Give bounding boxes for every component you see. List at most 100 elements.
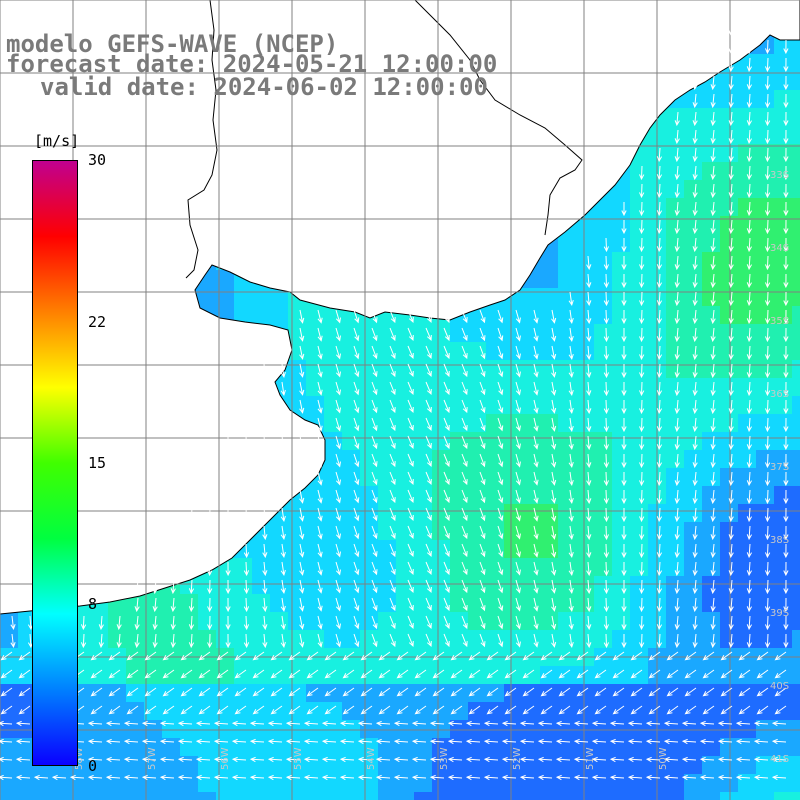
wind-arrow (692, 597, 698, 613)
wind-arrow (188, 525, 195, 541)
wind-arrow (540, 687, 553, 697)
wind-arrow (774, 651, 787, 661)
wind-cell (774, 144, 792, 162)
wind-arrow (335, 633, 342, 648)
wind-arrow (389, 525, 396, 540)
wind-arrow (177, 720, 193, 727)
wind-arrow (10, 615, 16, 631)
wind-cell (360, 792, 378, 800)
wind-cell (198, 738, 216, 756)
wind-cell (522, 702, 540, 720)
wind-arrow (144, 687, 157, 697)
wind-arrow (105, 720, 121, 727)
wind-arrow (280, 561, 286, 576)
wind-arrow (375, 756, 391, 763)
wind-arrow (479, 615, 486, 630)
wind-cell (396, 720, 414, 738)
wind-cell (540, 792, 558, 800)
wind-cell (684, 468, 702, 486)
wind-cell (270, 630, 288, 648)
wind-arrow (774, 687, 787, 697)
wind-cell (630, 324, 648, 342)
wind-cell (180, 756, 198, 774)
wind-arrow (317, 579, 323, 594)
wind-cell (666, 486, 684, 504)
wind-cell (270, 612, 288, 630)
wind-arrow (774, 669, 787, 679)
wind-arrow (666, 705, 679, 715)
wind-arrow (501, 720, 517, 727)
wind-cell (396, 504, 414, 522)
wind-arrow (378, 669, 391, 679)
wind-cell (792, 594, 800, 612)
wind-arrow (728, 507, 734, 523)
wind-cell (738, 306, 756, 324)
wind-arrow (621, 309, 627, 325)
wind-cell (108, 738, 126, 756)
wind-arrow (371, 309, 378, 324)
wind-arrow (728, 147, 734, 163)
wind-cell (486, 666, 504, 684)
wind-cell (738, 558, 756, 576)
wind-cell (666, 756, 684, 774)
wind-cell (414, 612, 432, 630)
wind-arrow (568, 489, 574, 505)
wind-arrow (710, 327, 716, 343)
wind-arrow (728, 543, 734, 559)
wind-cell (702, 738, 720, 756)
wind-cell (432, 558, 450, 576)
wind-arrow (621, 507, 627, 523)
wind-arrow (98, 633, 104, 649)
wind-cell (216, 774, 234, 792)
wind-cell (558, 774, 576, 792)
wind-cell (450, 774, 468, 792)
wind-cell (126, 612, 144, 630)
wind-arrow (764, 525, 771, 541)
wind-arrow (321, 774, 337, 781)
wind-cell (216, 756, 234, 774)
wind-cell (252, 306, 270, 324)
wind-arrow (468, 669, 481, 679)
wind-cell (522, 540, 540, 558)
wind-arrow (243, 489, 250, 505)
wind-cell (792, 684, 800, 702)
wind-arrow (674, 345, 680, 361)
wind-arrow (558, 705, 571, 715)
wind-cell (306, 666, 324, 684)
wind-arrow (630, 651, 643, 661)
wind-cell (594, 594, 612, 612)
wind-cell (324, 684, 342, 702)
wind-arrow (684, 651, 697, 661)
wind-cell (18, 612, 36, 630)
wind-arrow (0, 774, 13, 781)
wind-cell (630, 270, 648, 288)
wind-arrow (746, 597, 752, 613)
wind-arrow (371, 381, 378, 396)
wind-cell (612, 234, 630, 252)
wind-arrow (621, 543, 627, 559)
wind-cell (306, 378, 324, 396)
wind-arrow (674, 471, 680, 487)
wind-arrow (710, 237, 716, 253)
wind-arrow (551, 309, 557, 324)
wind-cell (396, 774, 414, 792)
wind-arrow (51, 774, 67, 781)
wind-arrow (684, 687, 697, 697)
wind-arrow (783, 75, 789, 91)
wind-arrow (317, 525, 323, 540)
wind-cell (738, 594, 756, 612)
wind-arrow (656, 579, 663, 595)
wind-arrow (674, 453, 680, 469)
wind-cell (270, 522, 288, 540)
wind-cell (630, 180, 648, 198)
wind-arrow (216, 651, 229, 661)
wind-arrow (639, 417, 645, 433)
wind-cell (702, 108, 720, 126)
wind-cell (342, 756, 360, 774)
wind-cell (612, 450, 630, 468)
wind-arrow (479, 633, 486, 648)
wind-cell (720, 162, 738, 180)
wind-cell (630, 630, 648, 648)
wind-cell (774, 720, 792, 738)
wind-arrow (443, 345, 450, 360)
